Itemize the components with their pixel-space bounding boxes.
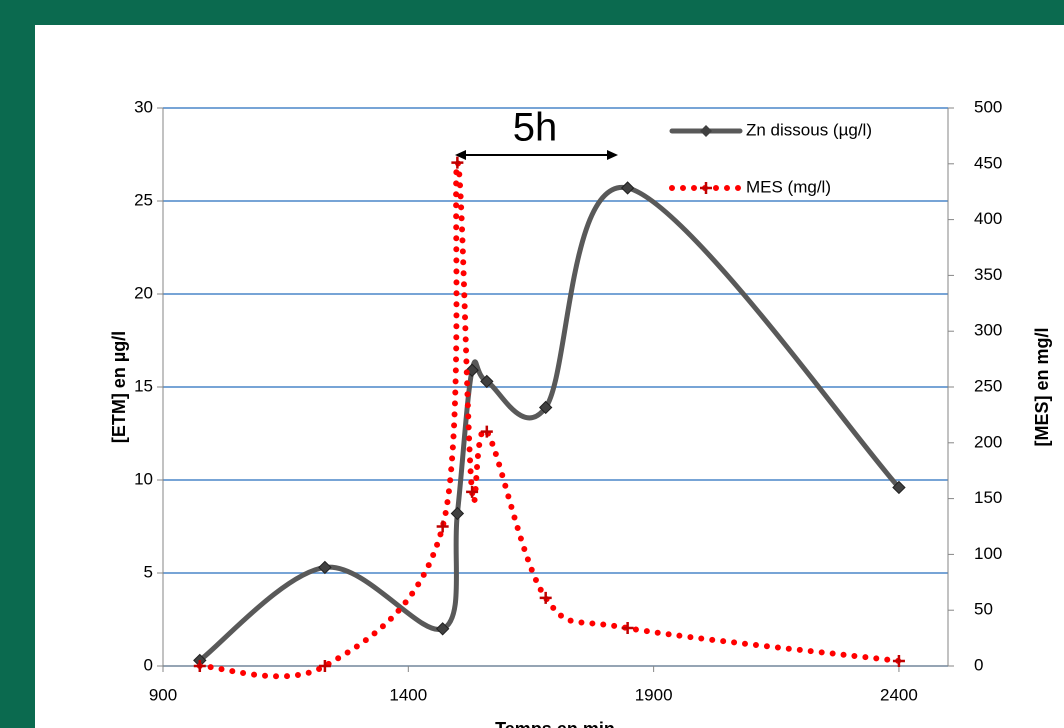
legend-marker bbox=[700, 125, 712, 137]
marker bbox=[318, 560, 332, 575]
legend-marker bbox=[700, 182, 712, 194]
x-tick-label: 1900 bbox=[635, 685, 673, 704]
marker bbox=[466, 485, 479, 498]
y-axis-title: [ETM] en µg/l bbox=[109, 331, 129, 443]
y-tick-label: 15 bbox=[134, 376, 153, 395]
y-tick-label: 20 bbox=[134, 283, 153, 302]
y2-tick-label: 50 bbox=[974, 600, 993, 619]
marker bbox=[621, 622, 634, 635]
y2-axis-title: [MES] en mg/l bbox=[1032, 327, 1052, 446]
marker bbox=[539, 591, 552, 604]
marker bbox=[318, 660, 331, 672]
marker bbox=[450, 506, 465, 521]
y-tick-label: 25 bbox=[134, 190, 153, 209]
marker bbox=[435, 622, 450, 636]
marker bbox=[892, 654, 905, 667]
y2-tick-label: 100 bbox=[974, 544, 1002, 563]
marker bbox=[892, 480, 906, 495]
legend-label: Zn dissous (µg/l) bbox=[746, 120, 872, 139]
marker bbox=[436, 520, 449, 533]
annotation: 5h bbox=[513, 106, 558, 150]
marker bbox=[538, 400, 553, 415]
y2-tick-label: 0 bbox=[974, 655, 983, 674]
marker bbox=[480, 425, 493, 438]
marker bbox=[480, 374, 494, 389]
legend-label: MES (mg/l) bbox=[746, 177, 831, 196]
y2-tick-label: 500 bbox=[974, 97, 1002, 116]
y2-tick-label: 250 bbox=[974, 376, 1002, 395]
y2-tick-label: 300 bbox=[974, 321, 1002, 340]
x-tick-label: 1400 bbox=[389, 685, 427, 704]
y-tick-label: 5 bbox=[144, 562, 153, 581]
y-tick-label: 0 bbox=[144, 655, 153, 674]
marker bbox=[193, 660, 206, 672]
series-line bbox=[197, 185, 902, 663]
annotation-arrow bbox=[455, 150, 618, 160]
y2-tick-label: 200 bbox=[974, 432, 1002, 451]
x-tick-label: 900 bbox=[149, 685, 177, 704]
y2-tick-label: 400 bbox=[974, 209, 1002, 228]
marker bbox=[620, 181, 635, 195]
y2-tick-label: 350 bbox=[974, 265, 1002, 284]
marker bbox=[451, 156, 464, 169]
y-tick-label: 10 bbox=[134, 469, 153, 488]
x-axis-title: Temps en min bbox=[495, 719, 615, 728]
x-tick-label: 2400 bbox=[880, 685, 918, 704]
y-tick-label: 30 bbox=[134, 97, 153, 116]
y2-tick-label: 150 bbox=[974, 488, 1002, 507]
panel bbox=[35, 25, 1064, 728]
y2-tick-label: 450 bbox=[974, 153, 1002, 172]
series-line bbox=[196, 159, 902, 680]
